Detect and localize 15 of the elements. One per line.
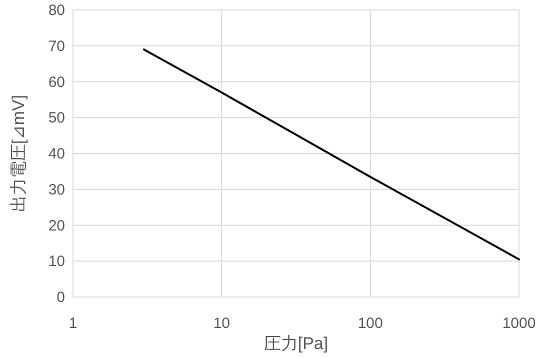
y-tick-label: 30: [48, 181, 65, 198]
y-axis-title: 出力電圧[⊿mV]: [9, 94, 28, 212]
x-tick-label: 10: [213, 315, 230, 332]
x-tick-label: 1: [68, 315, 78, 332]
y-tick-label: 20: [48, 217, 65, 234]
y-tick-label: 40: [48, 146, 65, 162]
x-axis-title: 圧力[Pa]: [264, 334, 328, 353]
y-tick-label: 60: [48, 74, 65, 91]
y-tick-label: 80: [48, 2, 65, 19]
x-tick-label: 1000: [502, 315, 536, 332]
y-tick-label: 70: [48, 38, 65, 55]
y-tick-label: 0: [56, 289, 65, 306]
y-tick-label: 50: [48, 110, 65, 127]
y-tick-label: 10: [48, 253, 65, 270]
x-tick-label: 100: [358, 315, 383, 332]
